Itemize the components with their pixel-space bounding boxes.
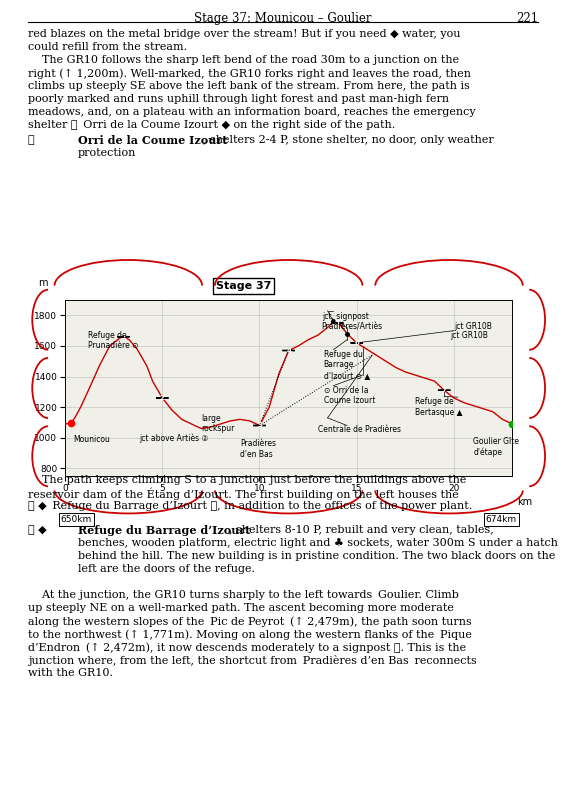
Text: 4: 4 bbox=[286, 347, 291, 354]
Text: 2: 2 bbox=[160, 395, 165, 401]
Text: jct above Artiès ②: jct above Artiès ② bbox=[139, 433, 208, 442]
Text: Stage 37: Stage 37 bbox=[216, 282, 272, 291]
Text: climbs up steeply SE above the left bank of the stream. From here, the path is: climbs up steeply SE above the left bank… bbox=[28, 81, 470, 91]
Text: , shelters 2-4 P, stone shelter, no door, only weather: , shelters 2-4 P, stone shelter, no door… bbox=[203, 135, 494, 145]
Text: Refuge de
Bertasque ▲: Refuge de Bertasque ▲ bbox=[415, 397, 462, 417]
Text: shelter ⎙  Orri de la Coume Izourt ◆ on the right side of the path.: shelter ⎙ Orri de la Coume Izourt ◆ on t… bbox=[28, 120, 395, 130]
Text: Mounicou: Mounicou bbox=[73, 434, 110, 444]
Text: ⊙ Orri de la
Coume Izourt: ⊙ Orri de la Coume Izourt bbox=[324, 386, 375, 405]
Text: 5: 5 bbox=[335, 320, 340, 326]
Text: behind the hill. The new building is in pristine condition. The two black doors : behind the hill. The new building is in … bbox=[78, 551, 555, 561]
Text: ⎙ ◆  Refuge du Barrage d’Izourt ②, in addition to the offices of the power plant: ⎙ ◆ Refuge du Barrage d’Izourt ②, in add… bbox=[28, 501, 472, 511]
Text: Refuge du Barrage d’Izourt: Refuge du Barrage d’Izourt bbox=[78, 525, 250, 536]
Text: reservoir dam of the Étang d’Izourt. The first building on the left houses the: reservoir dam of the Étang d’Izourt. The… bbox=[28, 488, 459, 501]
Text: protection: protection bbox=[78, 148, 136, 158]
Text: ⎙ ◆: ⎙ ◆ bbox=[28, 525, 46, 535]
Text: meadows, and, on a plateau with an information board, reaches the emergency: meadows, and, on a plateau with an infor… bbox=[28, 107, 475, 117]
Text: Pradières
d'en Bas: Pradières d'en Bas bbox=[240, 439, 276, 458]
Text: red blazes on the metal bridge over the stream! But if you need ◆ water, you: red blazes on the metal bridge over the … bbox=[28, 29, 461, 39]
Text: Centrale de Pradières: Centrale de Pradières bbox=[318, 426, 401, 434]
Text: with the GR10.: with the GR10. bbox=[28, 668, 113, 678]
Text: km: km bbox=[517, 497, 532, 507]
Text: large
rockspur: large rockspur bbox=[201, 414, 234, 434]
Text: 221: 221 bbox=[516, 12, 538, 25]
Text: 1: 1 bbox=[121, 334, 126, 340]
Text: Stage 37: Mounicou – Goulier: Stage 37: Mounicou – Goulier bbox=[194, 12, 372, 25]
Text: left are the doors of the refuge.: left are the doors of the refuge. bbox=[78, 564, 255, 574]
Text: At the junction, the GR10 turns sharply to the left towards  Goulier. Climb: At the junction, the GR10 turns sharply … bbox=[28, 590, 459, 600]
Text: jct GR10B: jct GR10B bbox=[450, 330, 488, 340]
Text: m: m bbox=[38, 278, 48, 288]
Text: The path keeps climbing S to a junction just before the buildings above the: The path keeps climbing S to a junction … bbox=[28, 475, 466, 485]
Text: jct, signpost
Pradières/Artiès: jct, signpost Pradières/Artiès bbox=[321, 312, 383, 332]
Text: 6: 6 bbox=[354, 340, 359, 346]
Text: The GR10 follows the sharp left bend of the road 30m to a junction on the: The GR10 follows the sharp left bend of … bbox=[28, 55, 459, 65]
Text: 674km: 674km bbox=[486, 514, 517, 524]
Text: benches, wooden platform, electric light and ♣ sockets, water 300m S under a hat: benches, wooden platform, electric light… bbox=[78, 538, 558, 548]
Text: ⎙: ⎙ bbox=[28, 135, 35, 145]
Text: d’Endron  (↑ 2,472m), it now descends moderately to a signpost ②. This is the: d’Endron (↑ 2,472m), it now descends mod… bbox=[28, 642, 466, 653]
Text: Goulier Gîte
d'étape: Goulier Gîte d'étape bbox=[473, 437, 520, 457]
Text: , shelters 8-10 P, rebuilt and very clean, tables,: , shelters 8-10 P, rebuilt and very clea… bbox=[229, 525, 494, 535]
Text: could refill from the stream.: could refill from the stream. bbox=[28, 42, 187, 52]
Text: 3: 3 bbox=[257, 422, 262, 429]
Text: junction where, from the left, the shortcut from  Pradières d’en Bas  reconnects: junction where, from the left, the short… bbox=[28, 655, 477, 666]
Text: 650km: 650km bbox=[61, 514, 92, 524]
Text: 7: 7 bbox=[441, 387, 447, 394]
Text: jct GR10B: jct GR10B bbox=[454, 322, 492, 330]
Text: up steeply NE on a well-marked path. The ascent becoming more moderate: up steeply NE on a well-marked path. The… bbox=[28, 603, 454, 613]
Text: to the northwest (↑ 1,771m). Moving on along the western flanks of the  Pique: to the northwest (↑ 1,771m). Moving on a… bbox=[28, 629, 472, 639]
Text: right (↑ 1,200m). Well-marked, the GR10 forks right and leaves the road, then: right (↑ 1,200m). Well-marked, the GR10 … bbox=[28, 68, 471, 78]
Text: Orri de la Coume Izourt: Orri de la Coume Izourt bbox=[78, 135, 228, 146]
Text: poorly marked and runs uphill through light forest and past man-high fern: poorly marked and runs uphill through li… bbox=[28, 94, 449, 104]
Text: along the western slopes of the  Pic de Peyrot  (↑ 2,479m), the path soon turns: along the western slopes of the Pic de P… bbox=[28, 616, 471, 626]
Text: Refuge de
Prunadière ⊙: Refuge de Prunadière ⊙ bbox=[88, 330, 139, 350]
Text: Refuge du
Barrage
d'Izourt ⊙ ▲: Refuge du Barrage d'Izourt ⊙ ▲ bbox=[324, 350, 370, 379]
